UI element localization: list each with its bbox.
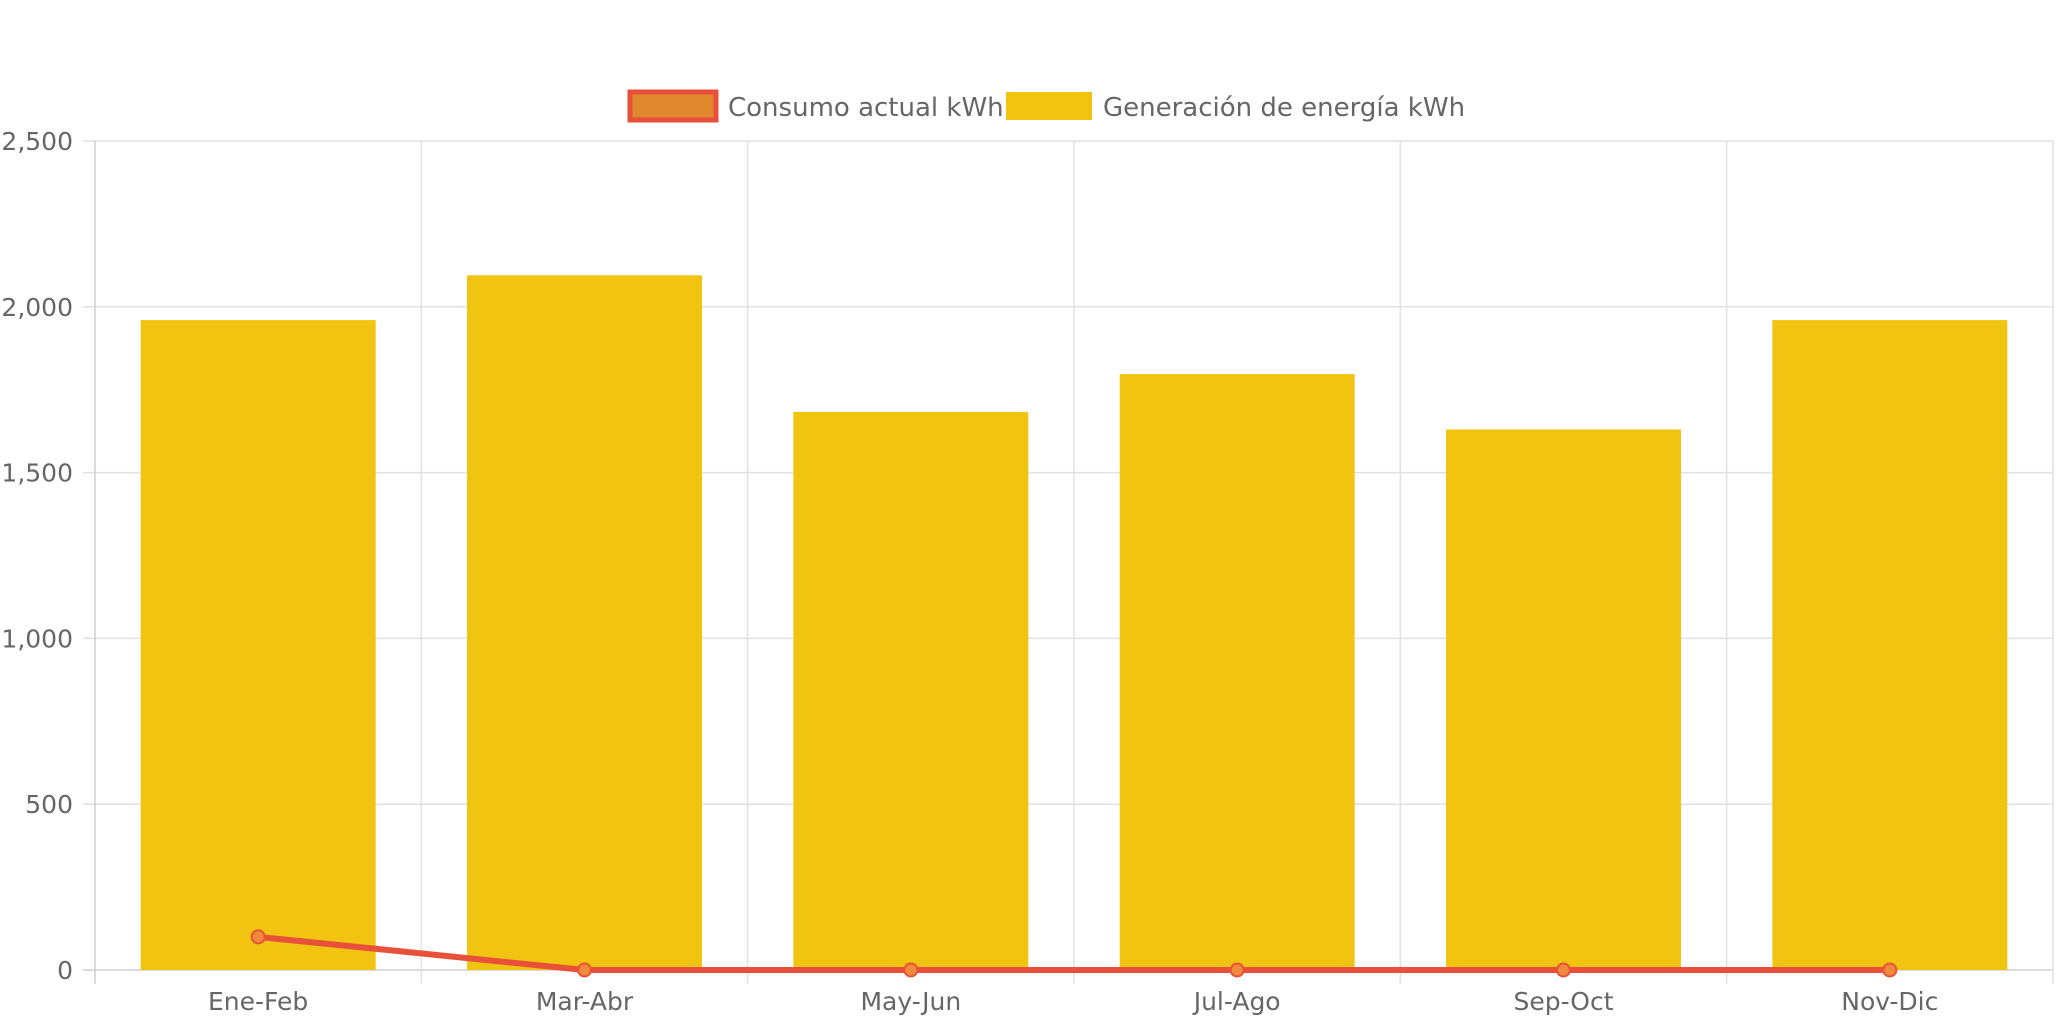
point-consumo[interactable] (577, 962, 592, 978)
legend-label-generacion: Generación de energía kWh (1103, 93, 1465, 123)
bar-generacion[interactable] (1446, 429, 1681, 970)
bar-generacion[interactable] (1119, 374, 1355, 970)
grid (83, 140, 2054, 984)
legend: Consumo actual kWh Generación de energía… (627, 89, 1465, 123)
x-tick-label: Ene-Feb (208, 987, 308, 1016)
x-tick-label: Jul-Ago (1192, 987, 1281, 1016)
legend-swatch-consumo (627, 89, 719, 123)
x-tick-label: Nov-Dic (1841, 987, 1938, 1016)
x-tick-label: Sep-Oct (1513, 987, 1613, 1016)
bar-series (140, 275, 2008, 971)
line-series (250, 929, 1898, 978)
y-tick-label: 2,500 (1, 127, 73, 156)
bar-generacion[interactable] (793, 411, 1029, 970)
legend-item-generacion[interactable]: Generación de energía kWh (1006, 92, 1465, 123)
point-consumo[interactable] (1229, 962, 1245, 978)
y-tick-label: 2,000 (1, 293, 73, 322)
point-consumo[interactable] (903, 962, 919, 978)
point-consumo[interactable] (1882, 962, 1898, 978)
x-tick-label: May-Jun (860, 987, 961, 1016)
point-consumo[interactable] (1556, 962, 1571, 978)
legend-label-consumo: Consumo actual kWh (728, 93, 1004, 123)
y-axis: 0 500 1,000 1,500 2,000 2,500 (1, 127, 73, 985)
legend-item-consumo[interactable]: Consumo actual kWh (627, 89, 1004, 123)
line-consumo (257, 933, 1890, 973)
bar-generacion[interactable] (1772, 320, 2008, 971)
x-tick-label: Mar-Abr (536, 987, 634, 1016)
point-consumo[interactable] (250, 929, 266, 945)
bar-generacion[interactable] (467, 275, 702, 971)
y-tick-label: 500 (25, 790, 73, 819)
y-tick-label: 1,000 (1, 624, 73, 653)
y-tick-label: 0 (57, 956, 73, 985)
legend-swatch-generacion (1006, 92, 1092, 120)
y-tick-label: 1,500 (1, 459, 73, 488)
bar-generacion[interactable] (140, 320, 376, 971)
x-axis: Ene-Feb Mar-Abr May-Jun Jul-Ago Sep-Oct Nov-D… (208, 987, 1938, 1016)
